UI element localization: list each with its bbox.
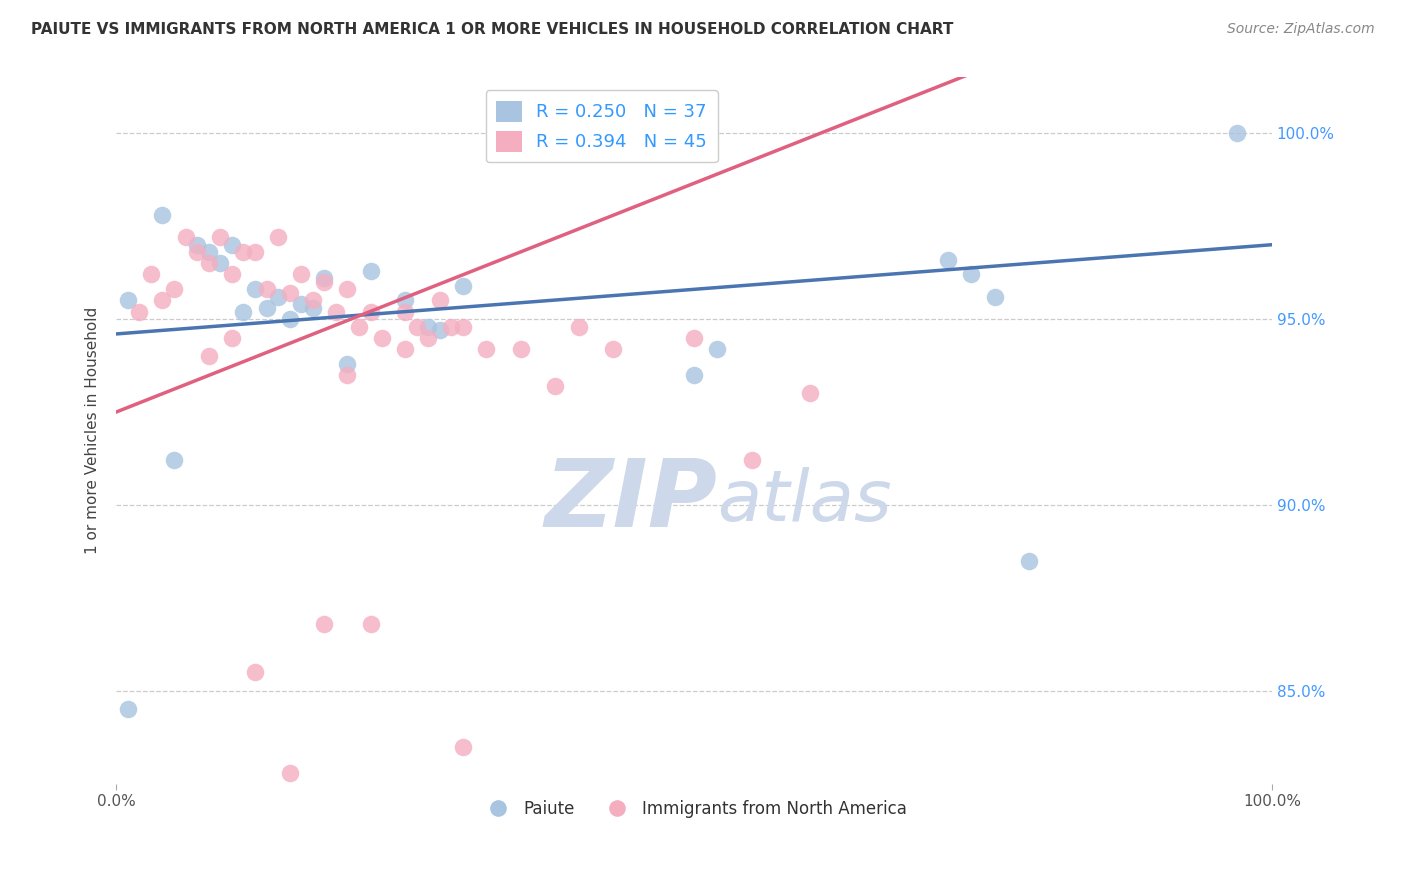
Point bbox=[347, 319, 370, 334]
Point bbox=[186, 245, 208, 260]
Point bbox=[152, 293, 174, 308]
Point bbox=[128, 304, 150, 318]
Point bbox=[314, 275, 336, 289]
Point bbox=[983, 290, 1005, 304]
Point bbox=[278, 286, 301, 301]
Point bbox=[683, 368, 706, 382]
Point bbox=[243, 245, 266, 260]
Point bbox=[152, 208, 174, 222]
Point bbox=[451, 278, 474, 293]
Point bbox=[799, 386, 821, 401]
Point bbox=[394, 304, 416, 318]
Point bbox=[325, 304, 347, 318]
Point bbox=[936, 252, 959, 267]
Point bbox=[405, 319, 427, 334]
Point bbox=[371, 331, 394, 345]
Point bbox=[267, 230, 290, 244]
Point bbox=[741, 453, 763, 467]
Point bbox=[139, 268, 162, 282]
Point bbox=[243, 665, 266, 680]
Point bbox=[221, 331, 243, 345]
Text: Source: ZipAtlas.com: Source: ZipAtlas.com bbox=[1227, 22, 1375, 37]
Point bbox=[163, 453, 186, 467]
Point bbox=[960, 268, 983, 282]
Point bbox=[209, 256, 232, 270]
Point bbox=[394, 293, 416, 308]
Point bbox=[394, 342, 416, 356]
Point bbox=[243, 282, 266, 296]
Y-axis label: 1 or more Vehicles in Household: 1 or more Vehicles in Household bbox=[86, 307, 100, 554]
Point bbox=[232, 245, 254, 260]
Point bbox=[314, 616, 336, 631]
Point bbox=[429, 293, 451, 308]
Point bbox=[683, 331, 706, 345]
Point bbox=[706, 342, 728, 356]
Point bbox=[360, 264, 382, 278]
Point bbox=[360, 304, 382, 318]
Point bbox=[567, 319, 589, 334]
Point bbox=[117, 293, 139, 308]
Point bbox=[544, 379, 567, 393]
Point bbox=[278, 765, 301, 780]
Point bbox=[451, 739, 474, 754]
Point bbox=[314, 271, 336, 285]
Point bbox=[163, 282, 186, 296]
Point bbox=[267, 290, 290, 304]
Point bbox=[174, 230, 197, 244]
Point bbox=[509, 342, 531, 356]
Point bbox=[429, 323, 451, 337]
Point bbox=[197, 256, 219, 270]
Point bbox=[336, 282, 359, 296]
Point bbox=[1018, 554, 1040, 568]
Point bbox=[221, 237, 243, 252]
Point bbox=[301, 293, 323, 308]
Point bbox=[440, 319, 463, 334]
Point bbox=[475, 342, 498, 356]
Text: atlas: atlas bbox=[717, 467, 891, 536]
Point bbox=[221, 268, 243, 282]
Point bbox=[360, 616, 382, 631]
Point bbox=[256, 301, 278, 315]
Point bbox=[418, 319, 440, 334]
Point bbox=[290, 268, 312, 282]
Point bbox=[197, 349, 219, 363]
Point bbox=[117, 702, 139, 716]
Legend: Paiute, Immigrants from North America: Paiute, Immigrants from North America bbox=[475, 794, 912, 825]
Point bbox=[418, 331, 440, 345]
Point bbox=[278, 312, 301, 326]
Point bbox=[232, 304, 254, 318]
Point bbox=[1226, 126, 1249, 140]
Point bbox=[256, 282, 278, 296]
Point bbox=[451, 319, 474, 334]
Text: PAIUTE VS IMMIGRANTS FROM NORTH AMERICA 1 OR MORE VEHICLES IN HOUSEHOLD CORRELAT: PAIUTE VS IMMIGRANTS FROM NORTH AMERICA … bbox=[31, 22, 953, 37]
Text: ZIP: ZIP bbox=[544, 455, 717, 547]
Point bbox=[602, 342, 624, 356]
Point bbox=[290, 297, 312, 311]
Point bbox=[336, 357, 359, 371]
Point bbox=[336, 368, 359, 382]
Point bbox=[209, 230, 232, 244]
Point bbox=[186, 237, 208, 252]
Point bbox=[197, 245, 219, 260]
Point bbox=[301, 301, 323, 315]
